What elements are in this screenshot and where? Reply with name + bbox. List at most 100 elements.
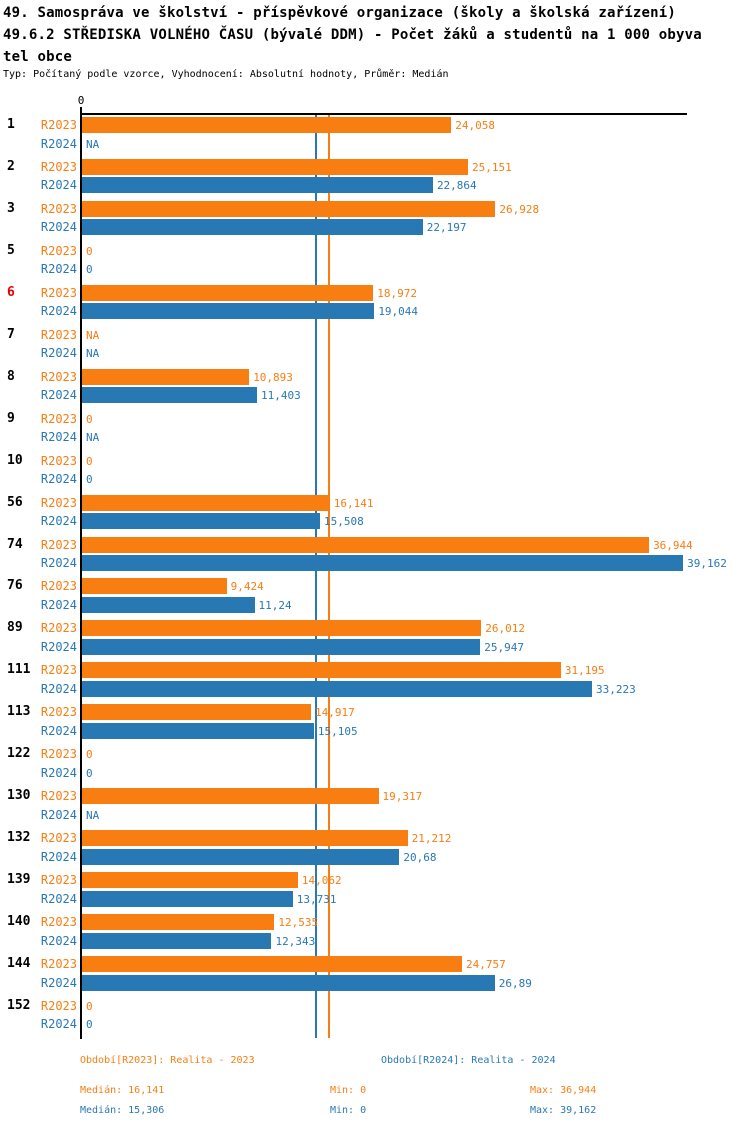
series-label-r2023: R2023 bbox=[40, 705, 77, 720]
value-label-r2023: 0 bbox=[86, 454, 93, 468]
value-label-r2024: 26,89 bbox=[498, 976, 532, 990]
series-label-r2024: R2024 bbox=[40, 472, 77, 487]
x-axis-line bbox=[81, 113, 687, 115]
series-label-r2024: R2024 bbox=[40, 136, 77, 151]
x-axis-zero-tick bbox=[80, 107, 82, 115]
bar-r2024 bbox=[82, 219, 423, 236]
value-label-r2024: 20,68 bbox=[403, 850, 437, 864]
median-line-r2023 bbox=[327, 114, 330, 1038]
value-label-r2023: 9,424 bbox=[230, 580, 264, 594]
value-label-r2024: 39,162 bbox=[687, 557, 727, 570]
series-label-r2023: R2023 bbox=[40, 453, 77, 468]
legend-period-r2023: Období[R2023]: Realita - 2023 bbox=[80, 1055, 255, 1066]
series-label-r2023: R2023 bbox=[40, 201, 77, 216]
series-label-r2023: R2023 bbox=[40, 159, 77, 174]
stat-max-r2024: Max: 39,162 bbox=[530, 1105, 597, 1116]
bar-r2024 bbox=[82, 848, 400, 865]
value-label-r2023: 0 bbox=[86, 244, 93, 258]
value-label-r2023: 0 bbox=[86, 412, 93, 426]
bar-r2023 bbox=[82, 662, 561, 679]
series-label-r2024: R2024 bbox=[40, 346, 77, 361]
value-label-r2023: 10,893 bbox=[253, 370, 293, 384]
row-id-label: 2 bbox=[7, 158, 15, 174]
bar-r2023 bbox=[82, 956, 462, 972]
value-label-r2023: 14,917 bbox=[314, 706, 355, 720]
row-id-label: 10 bbox=[7, 452, 23, 468]
bar-r2023 bbox=[82, 914, 275, 931]
value-label-r2024: 0 bbox=[86, 263, 93, 277]
series-label-r2023: R2023 bbox=[40, 873, 77, 888]
value-label-r2023: 24,757 bbox=[466, 958, 506, 971]
value-label-r2024: NA bbox=[86, 347, 100, 361]
y-axis-line bbox=[80, 113, 82, 1039]
series-label-r2024: R2024 bbox=[40, 765, 77, 780]
series-label-r2023: R2023 bbox=[40, 831, 77, 846]
value-label-r2023: 18,972 bbox=[377, 286, 417, 300]
bar-r2024 bbox=[82, 303, 375, 320]
value-label-r2023: 26,012 bbox=[485, 622, 526, 636]
series-label-r2024: R2024 bbox=[40, 723, 77, 738]
row-id-label: 89 bbox=[7, 620, 23, 636]
row-id-label: 56 bbox=[7, 494, 23, 510]
bar-r2023 bbox=[82, 494, 330, 511]
bar-r2024 bbox=[82, 387, 258, 404]
row-id-label: 8 bbox=[7, 368, 15, 384]
value-label-r2023: 0 bbox=[86, 748, 93, 762]
series-label-r2023: R2023 bbox=[40, 915, 77, 930]
bar-r2023 bbox=[82, 368, 250, 385]
chart-title-line-2: 49.6.2 STŘEDISKA VOLNÉHO ČASU (bývalé DD… bbox=[3, 27, 702, 43]
row-id-label: 132 bbox=[7, 830, 31, 846]
value-label-r2023: 19,317 bbox=[382, 790, 423, 804]
value-label-r2024: 11,403 bbox=[261, 389, 301, 403]
bar-r2024 bbox=[82, 177, 433, 194]
bar-r2023 bbox=[82, 788, 379, 805]
bar-r2024 bbox=[82, 555, 684, 571]
chart-subtitle: Typ: Počítaný podle vzorce, Vyhodnocení:… bbox=[3, 69, 449, 80]
series-label-r2023: R2023 bbox=[40, 747, 77, 762]
series-label-r2024: R2024 bbox=[40, 933, 77, 948]
bar-r2024 bbox=[82, 932, 272, 949]
value-label-r2024: NA bbox=[86, 431, 100, 445]
value-label-r2024: 0 bbox=[86, 1018, 93, 1032]
value-label-r2023: 12,535 bbox=[278, 916, 319, 930]
legend-period-r2024: Období[R2024]: Realita - 2024 bbox=[381, 1055, 556, 1066]
row-id-label: 140 bbox=[7, 914, 31, 930]
median-line-r2024 bbox=[314, 114, 317, 1038]
series-label-r2024: R2024 bbox=[40, 556, 77, 570]
bar-r2023 bbox=[82, 536, 650, 553]
value-label-r2023: 0 bbox=[86, 999, 93, 1013]
value-label-r2024: 0 bbox=[86, 473, 93, 487]
row-id-label: 5 bbox=[7, 242, 15, 258]
series-label-r2024: R2024 bbox=[40, 807, 77, 822]
row-id-label: 144 bbox=[7, 956, 31, 971]
chart-title-line-1: 49. Samospráva ve školství - příspěvkové… bbox=[3, 5, 677, 21]
series-label-r2023: R2023 bbox=[40, 621, 77, 636]
series-label-r2024: R2024 bbox=[40, 220, 77, 235]
series-label-r2024: R2024 bbox=[40, 681, 77, 696]
row-id-label: 152 bbox=[7, 997, 31, 1013]
value-label-r2023: NA bbox=[86, 328, 100, 342]
value-label-r2024: 12,343 bbox=[275, 934, 316, 948]
value-label-r2024: 13,731 bbox=[296, 892, 337, 906]
series-label-r2024: R2024 bbox=[40, 178, 77, 193]
row-id-label: 111 bbox=[7, 662, 31, 678]
value-label-r2024: 25,947 bbox=[484, 640, 525, 654]
row-id-label: 76 bbox=[7, 578, 23, 594]
value-label-r2023: 14,062 bbox=[301, 874, 342, 888]
bar-r2023 bbox=[82, 284, 374, 301]
row-id-label: 6 bbox=[7, 284, 15, 300]
bar-r2024 bbox=[82, 974, 495, 991]
stat-min-r2024: Min: 0 bbox=[330, 1105, 367, 1116]
bar-r2023 bbox=[82, 578, 227, 595]
chart-title-line-3: tel obce bbox=[3, 49, 73, 65]
stat-min-r2023: Min: 0 bbox=[330, 1085, 367, 1096]
series-label-r2024: R2024 bbox=[40, 304, 77, 319]
series-label-r2023: R2023 bbox=[40, 285, 77, 300]
series-label-r2023: R2023 bbox=[40, 789, 77, 804]
bar-r2023 bbox=[82, 158, 469, 175]
series-label-r2024: R2024 bbox=[40, 975, 77, 990]
series-label-r2024: R2024 bbox=[40, 262, 77, 277]
bar-r2024 bbox=[82, 596, 255, 613]
value-label-r2024: 11,24 bbox=[258, 598, 292, 612]
